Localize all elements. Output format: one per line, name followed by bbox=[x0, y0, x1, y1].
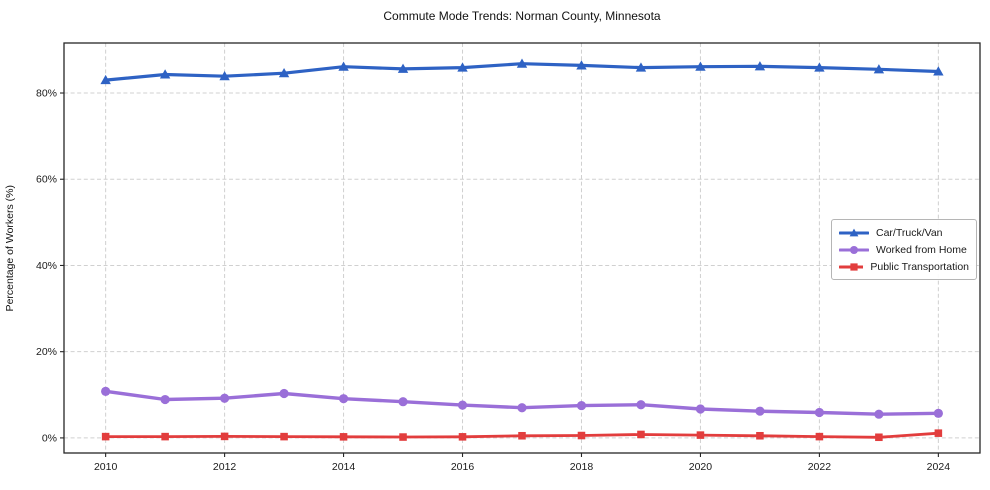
legend-label: Worked from Home bbox=[876, 243, 967, 256]
legend-item: Car/Truck/Van bbox=[839, 225, 969, 240]
svg-text:2022: 2022 bbox=[808, 461, 832, 473]
svg-text:2020: 2020 bbox=[689, 461, 713, 473]
chart-title: Commute Mode Trends: Norman County, Minn… bbox=[383, 9, 661, 23]
svg-text:20%: 20% bbox=[36, 346, 57, 358]
svg-text:2016: 2016 bbox=[451, 461, 475, 473]
svg-text:2014: 2014 bbox=[332, 461, 356, 473]
legend-item: Worked from Home bbox=[839, 242, 969, 257]
svg-text:40%: 40% bbox=[36, 260, 57, 272]
svg-text:0%: 0% bbox=[42, 432, 57, 444]
legend-label: Car/Truck/Van bbox=[876, 226, 943, 239]
svg-text:2010: 2010 bbox=[94, 461, 118, 473]
legend-sample bbox=[839, 262, 864, 271]
legend-sample bbox=[839, 228, 869, 236]
svg-text:2024: 2024 bbox=[927, 461, 951, 473]
svg-text:80%: 80% bbox=[36, 88, 57, 100]
legend-item: Public Transportation bbox=[839, 259, 969, 274]
legend-sample bbox=[839, 245, 869, 254]
svg-text:2012: 2012 bbox=[213, 461, 237, 473]
svg-text:60%: 60% bbox=[36, 174, 57, 186]
legend: Car/Truck/Van Worked from Home Public Tr… bbox=[831, 219, 977, 280]
legend-label: Public Transportation bbox=[870, 260, 969, 273]
svg-text:2018: 2018 bbox=[570, 461, 594, 473]
